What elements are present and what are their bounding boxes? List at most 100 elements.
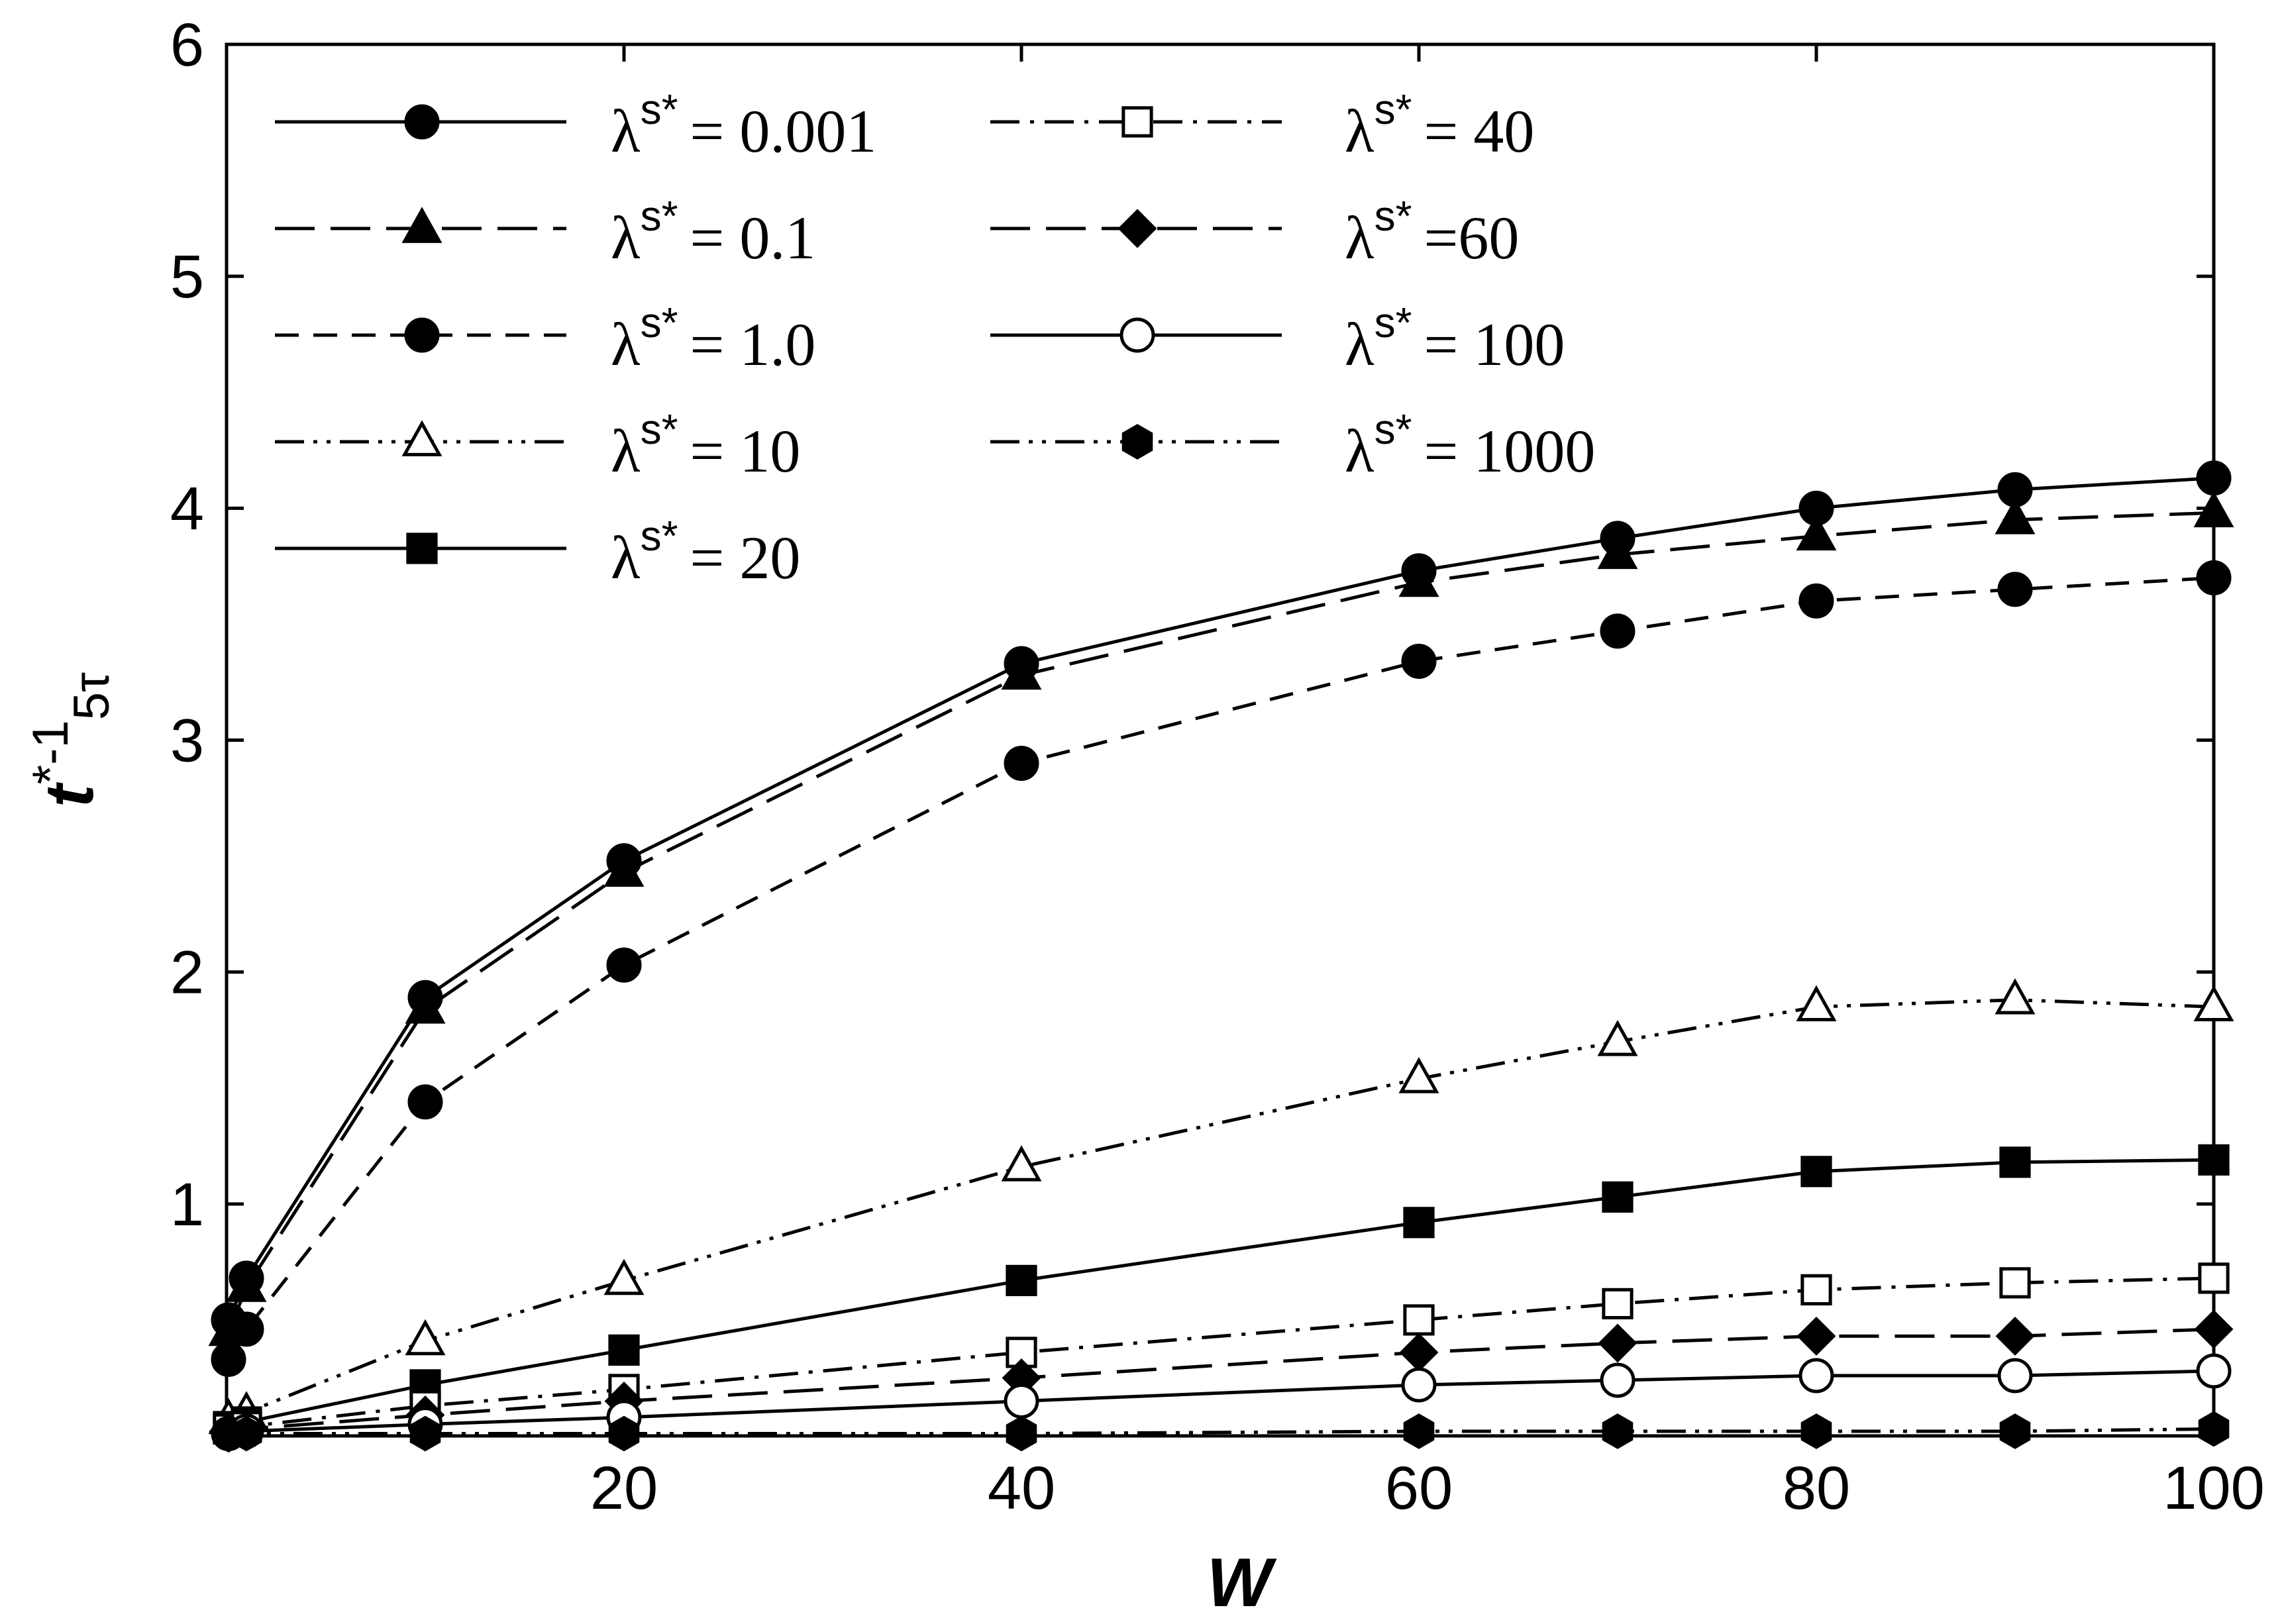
legend-label: λs* = 100: [1345, 299, 1565, 378]
data-point: [211, 1341, 246, 1377]
x-tick-label: 100: [2163, 1454, 2265, 1522]
x-tick-label: 80: [1783, 1454, 1850, 1522]
x-tick-label: 60: [1385, 1454, 1453, 1522]
data-point: [2196, 460, 2232, 496]
axis-ticks: 20 40 60 80 100 1 2 3 4 5 6: [170, 11, 2265, 1522]
data-point: [1796, 514, 1837, 551]
data-point: [1800, 1274, 1832, 1306]
data-point: [1602, 1181, 1634, 1213]
data-point: [1006, 1415, 1037, 1452]
legend-marker: [1119, 317, 1155, 353]
data-point: [1399, 1333, 1439, 1372]
series-line: [227, 476, 2214, 1321]
legend-label: λs* = 20: [611, 512, 800, 591]
legend-marker: [1121, 424, 1153, 460]
data-point: [2194, 1309, 2234, 1349]
data-point: [1401, 643, 1437, 679]
data-point: [2198, 1262, 2230, 1294]
data-point: [1602, 1413, 1634, 1449]
data-point: [608, 1415, 640, 1452]
series-line: [228, 1427, 2214, 1437]
series-line: [228, 1369, 2214, 1435]
data-point: [1997, 572, 2033, 607]
legend-entry: λs* = 1000: [990, 405, 1595, 485]
series-3: [208, 978, 2234, 1435]
data-point: [1001, 1145, 1042, 1182]
data-point: [1597, 1019, 1638, 1056]
data-point: [1004, 1383, 1039, 1419]
legend-marker: [1117, 209, 1157, 248]
data-point: [1004, 746, 1039, 782]
data-point: [1602, 1288, 1634, 1320]
data-point: [226, 1266, 267, 1302]
legend-label: λs* = 1.0: [611, 299, 815, 378]
legend-entry: λs* = 1.0: [275, 299, 815, 378]
legend-marker: [1121, 106, 1153, 138]
legend-label: λs* = 40: [1345, 85, 1534, 165]
data-point: [2198, 1411, 2230, 1447]
legend-entry: λs* = 10: [275, 405, 800, 485]
series-line: [227, 511, 2214, 1333]
data-point: [1403, 1304, 1435, 1336]
data-point: [1995, 978, 2036, 1015]
data-point: [1798, 583, 1834, 619]
data-point: [1600, 1362, 1635, 1398]
y-axis-title: t*-15τ: [23, 672, 120, 807]
legend: λs* = 0.001 λs* = 0.1 λs* = 1.0 λs* = 10 λs* = 20…: [275, 85, 1595, 591]
series-line: [228, 1327, 2214, 1433]
data-point: [2196, 560, 2232, 595]
y-axis-title-sub: 5τ: [64, 672, 120, 720]
data-point: [231, 1415, 262, 1452]
data-point: [2193, 985, 2234, 1022]
legend-marker: [406, 533, 438, 564]
x-axis-title: W: [1207, 1545, 1277, 1621]
legend-label: λs* = 10: [611, 405, 800, 485]
legend-marker: [404, 104, 440, 140]
legend-label: λs* = 0.001: [611, 85, 876, 165]
y-tick-label: 3: [170, 707, 204, 775]
x-tick-label: 20: [590, 1454, 658, 1522]
data-point: [407, 1084, 443, 1120]
data-point: [2193, 491, 2234, 528]
data-point: [603, 850, 645, 887]
plot-frame: [225, 42, 2216, 1438]
legend-entry: λs* = 20: [275, 512, 800, 591]
data-point: [1997, 1358, 2033, 1394]
series-1: [208, 491, 2234, 1346]
data-point: [1800, 1413, 1832, 1449]
y-tick-label: 1: [170, 1171, 204, 1239]
data-point: [1600, 613, 1635, 649]
data-point: [405, 1319, 446, 1356]
legend-label: λs* = 0.1: [611, 192, 815, 272]
data-point: [1800, 1156, 1832, 1188]
data-point: [1999, 1413, 2031, 1449]
data-point: [1796, 1316, 1836, 1356]
data-point: [608, 1334, 640, 1366]
series-line: [228, 1276, 2214, 1431]
data-point: [2196, 1353, 2232, 1389]
data-point: [2198, 1144, 2230, 1176]
legend-entry: λs* = 100: [990, 299, 1565, 378]
series-4: [213, 1144, 2230, 1443]
series-line: [228, 998, 2214, 1421]
y-axis-title-sup: *-1: [23, 720, 79, 784]
data-point: [229, 1311, 264, 1347]
data-point: [1006, 1264, 1037, 1297]
y-axis-title-main: t: [31, 782, 108, 807]
data-point: [1995, 1316, 2035, 1356]
data-point: [1798, 1358, 1834, 1394]
legend-marker: [401, 207, 442, 243]
data-point: [405, 987, 446, 1024]
data-point: [409, 1415, 441, 1452]
legend-entry: λs* =60: [990, 192, 1519, 272]
legend-label: λs* =60: [1345, 192, 1519, 272]
series-6: [209, 1309, 2234, 1451]
data-point: [606, 947, 642, 983]
series-line: [228, 1158, 2214, 1429]
legend-entry: λs* = 0.001: [275, 85, 876, 165]
series-8: [213, 1411, 2230, 1453]
data-point: [1403, 1207, 1435, 1239]
legend-marker: [401, 420, 442, 456]
legend-entry: λs* = 40: [990, 85, 1534, 165]
y-tick-label: 5: [170, 243, 204, 311]
